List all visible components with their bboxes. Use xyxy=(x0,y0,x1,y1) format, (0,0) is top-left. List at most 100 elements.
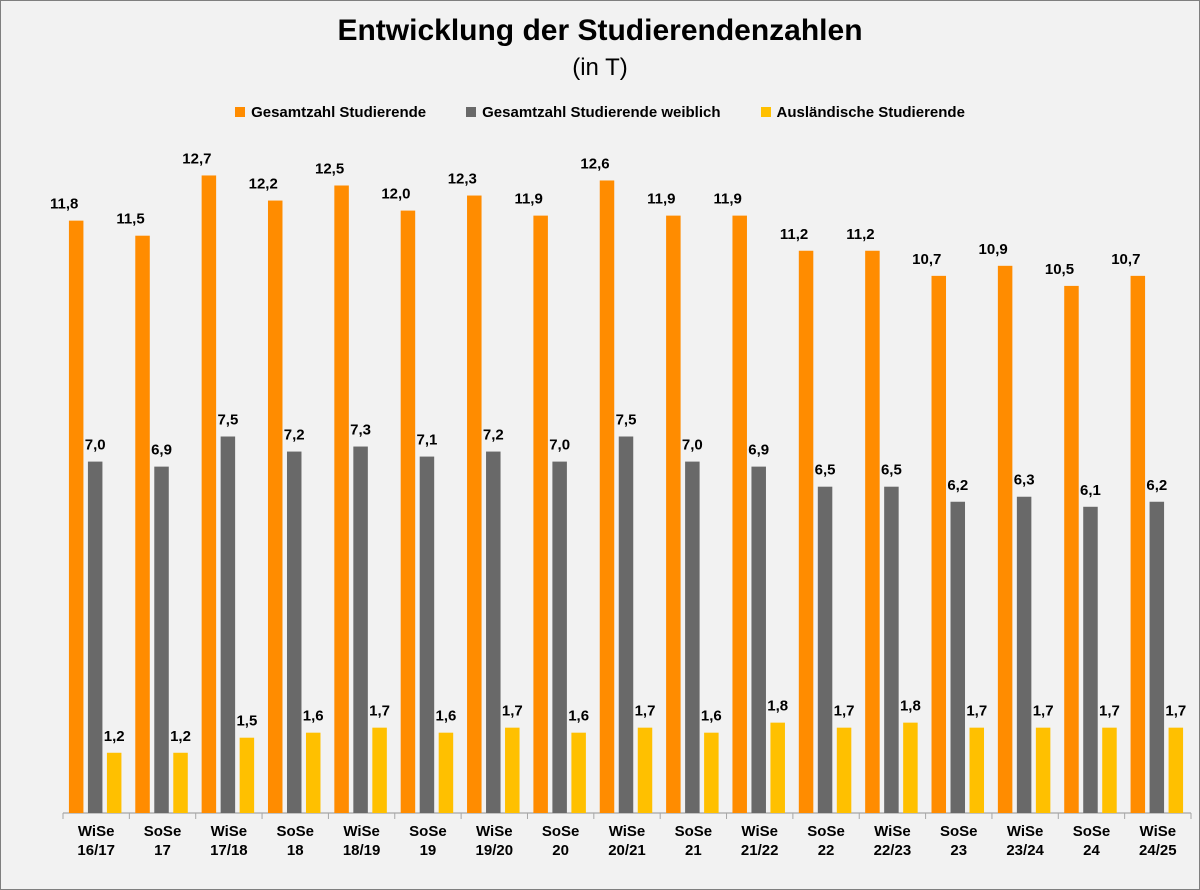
data-label: 7,0 xyxy=(85,437,106,454)
data-label: 11,5 xyxy=(116,211,144,228)
data-label: 12,6 xyxy=(580,155,609,172)
legend-swatch-gesamt xyxy=(235,107,246,117)
data-label: 12,7 xyxy=(182,150,211,167)
data-label: 6,9 xyxy=(151,442,172,459)
bar-series-3 xyxy=(173,752,188,813)
data-label: 7,5 xyxy=(616,412,637,429)
data-label: 7,0 xyxy=(682,437,703,454)
data-label: 1,7 xyxy=(834,703,855,720)
data-label: 10,9 xyxy=(979,241,1008,258)
data-label: 11,9 xyxy=(514,191,542,208)
data-label: 1,7 xyxy=(966,703,987,720)
bar-series-1 xyxy=(865,250,880,813)
x-tick-label: 21 xyxy=(685,842,702,859)
bar-series-3 xyxy=(239,737,255,813)
bar-series-2 xyxy=(419,456,435,813)
data-label: 1,2 xyxy=(170,728,191,745)
x-tick-label: SoSe xyxy=(675,823,713,840)
data-label: 1,7 xyxy=(1033,703,1054,720)
data-label: 1,7 xyxy=(635,703,656,720)
data-label: 6,1 xyxy=(1080,482,1101,499)
x-tick-label: WiSe xyxy=(1140,823,1177,840)
bar-series-1 xyxy=(533,215,548,813)
bar-series-2 xyxy=(486,451,501,813)
x-tick-label: SoSe xyxy=(276,823,314,840)
bar-series-2 xyxy=(220,436,236,813)
x-tick-label: 22/23 xyxy=(874,842,912,859)
data-label: 7,2 xyxy=(483,427,504,444)
bar-series-1 xyxy=(135,235,150,813)
bar-series-1 xyxy=(267,200,283,813)
bar-series-2 xyxy=(950,501,966,813)
bar-series-3 xyxy=(372,727,387,813)
bar-series-2 xyxy=(87,461,103,813)
x-tick-label: 23/24 xyxy=(1006,842,1044,859)
data-label: 1,6 xyxy=(436,708,457,725)
x-tick-label: 22 xyxy=(818,842,835,859)
data-label: 1,6 xyxy=(303,708,324,725)
x-tick-label: 18 xyxy=(287,842,304,859)
data-label: 1,6 xyxy=(701,708,722,725)
x-tick-label: 24/25 xyxy=(1139,842,1177,859)
bar-series-1 xyxy=(599,180,615,814)
legend-item-auslaendisch: Ausländische Studierende xyxy=(760,104,965,121)
data-label: 6,2 xyxy=(1146,477,1167,494)
data-label: 1,5 xyxy=(236,713,257,730)
x-tick-label: WiSe xyxy=(343,823,380,840)
data-label: 10,7 xyxy=(1111,251,1140,268)
bar-series-2 xyxy=(618,436,634,813)
legend-swatch-auslaendisch xyxy=(760,107,771,117)
data-label: 11,9 xyxy=(714,191,742,208)
bar-series-3 xyxy=(305,732,321,813)
chart-subtitle: (in T) xyxy=(572,54,628,81)
x-tick-label: WiSe xyxy=(1007,823,1044,840)
x-tick-label: WiSe xyxy=(78,823,115,840)
data-label: 6,9 xyxy=(748,442,769,459)
bar-series-3 xyxy=(1035,727,1051,813)
bar-series-3 xyxy=(571,732,586,813)
data-label: 10,5 xyxy=(1045,261,1074,278)
bar-series-1 xyxy=(732,215,747,813)
bar-series-2 xyxy=(751,466,766,813)
bar-series-1 xyxy=(666,215,681,813)
bar-series-3 xyxy=(969,727,985,813)
data-label: 11,2 xyxy=(780,226,808,243)
bar-series-1 xyxy=(400,210,416,814)
data-label: 6,5 xyxy=(815,462,836,479)
x-tick-label: WiSe xyxy=(211,823,248,840)
x-tick-label: SoSe xyxy=(940,823,978,840)
x-tick-label: 16/17 xyxy=(77,842,115,859)
bar-series-3 xyxy=(505,727,520,813)
x-tick-label: SoSe xyxy=(1073,823,1111,840)
data-label: 1,8 xyxy=(767,698,788,715)
bar-series-3 xyxy=(836,727,852,813)
x-tick-label: 21/22 xyxy=(741,842,779,859)
x-tick-label: 20/21 xyxy=(608,842,646,859)
data-label: 11,9 xyxy=(647,191,675,208)
data-label: 7,2 xyxy=(284,427,305,444)
x-tick-label: WiSe xyxy=(476,823,513,840)
bar-series-1 xyxy=(931,275,947,813)
bar-series-1 xyxy=(798,250,814,813)
data-label: 1,7 xyxy=(502,703,523,720)
legend-swatch-weiblich xyxy=(466,107,477,117)
bar-series-2 xyxy=(1149,501,1165,813)
data-label: 11,8 xyxy=(50,196,78,213)
bar-series-3 xyxy=(1168,727,1184,813)
x-tick-label: 23 xyxy=(950,842,967,859)
data-label: 1,8 xyxy=(900,698,921,715)
data-label: 1,6 xyxy=(568,708,589,725)
x-tick-label: WiSe xyxy=(874,823,911,840)
data-label: 6,3 xyxy=(1014,472,1035,489)
data-label: 10,7 xyxy=(912,251,941,268)
x-tick-label: 17 xyxy=(154,842,171,859)
x-tick-label: 17/18 xyxy=(210,842,248,859)
data-label: 12,0 xyxy=(381,186,410,203)
bar-series-2 xyxy=(1016,496,1032,813)
data-label: 7,3 xyxy=(350,422,371,439)
bar-series-1 xyxy=(334,185,349,813)
bar-series-3 xyxy=(770,722,785,813)
x-tick-label: SoSe xyxy=(409,823,447,840)
data-label: 1,7 xyxy=(1165,703,1186,720)
